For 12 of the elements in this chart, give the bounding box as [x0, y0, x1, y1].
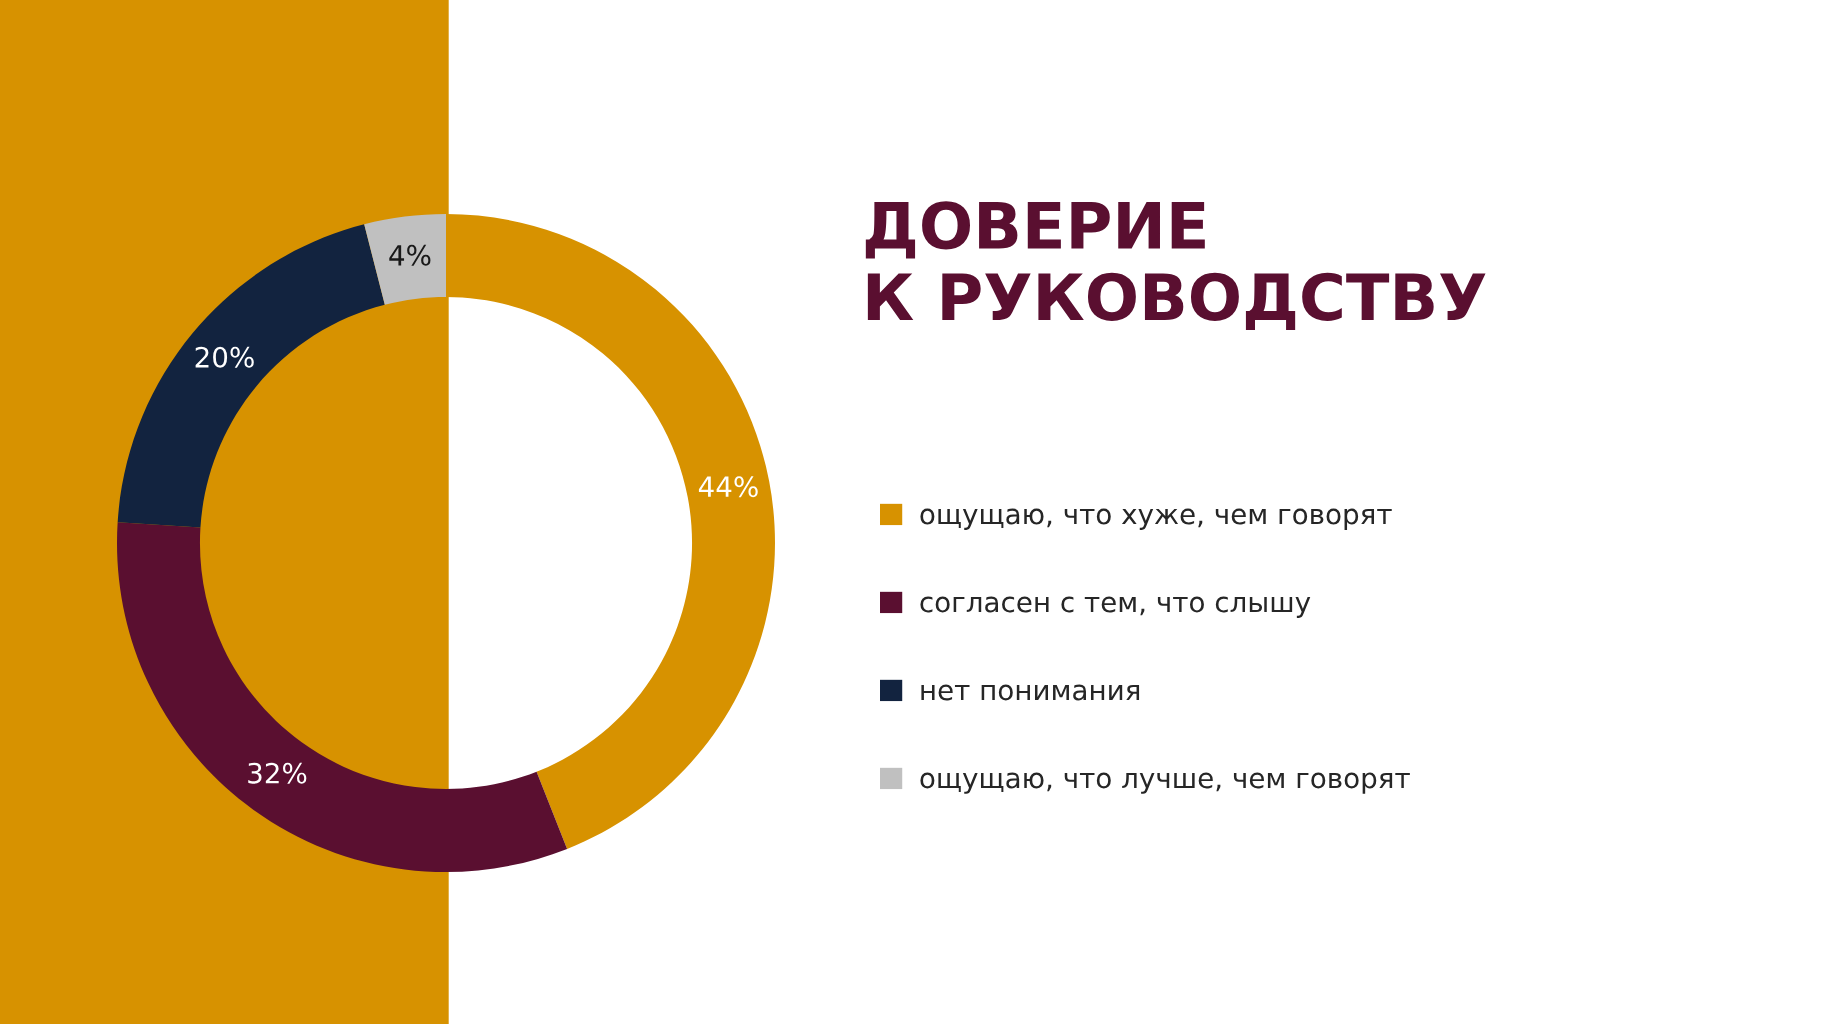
- chart-title: ДОВЕРИЕ К РУКОВОДСТВУ: [865, 201, 1486, 331]
- legend-label: нет понимания: [921, 684, 1140, 701]
- donut-slice: [117, 522, 568, 872]
- donut-slice: [117, 224, 385, 528]
- data-label: 44%: [698, 476, 758, 498]
- legend-label: согласен с тем, что слышу: [920, 596, 1311, 618]
- data-label: 20%: [195, 346, 254, 368]
- legend-label: ощущаю, что лучше, чем говорят: [920, 772, 1410, 794]
- data-label: 4%: [389, 244, 431, 266]
- data-label: 32%: [248, 762, 307, 784]
- legend-label: ощущаю, что хуже, чем говорят: [920, 508, 1392, 530]
- donut-slice: [364, 214, 446, 305]
